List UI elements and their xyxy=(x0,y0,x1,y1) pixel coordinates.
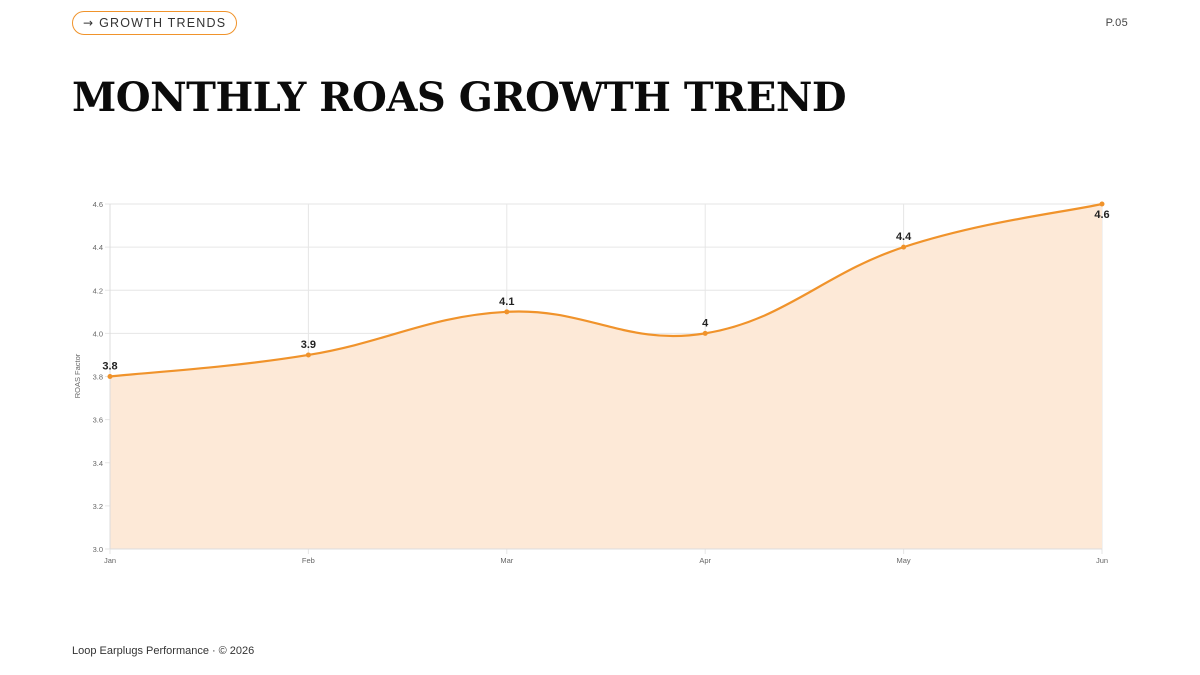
x-tick-label: Apr xyxy=(699,556,711,565)
y-tick-label: 3.6 xyxy=(93,416,103,425)
series-line xyxy=(108,202,1104,378)
page-number: P.05 xyxy=(1105,17,1128,29)
x-tick-label: Jun xyxy=(1096,556,1108,565)
y-axis-title: ROAS Factor xyxy=(73,353,82,398)
footer-copyright: © 2026 xyxy=(218,645,255,657)
footer-separator: · xyxy=(211,645,216,657)
y-tick-label: 4.4 xyxy=(93,243,103,252)
section-tag-label: GROWTH TRENDS xyxy=(99,16,227,30)
data-label: 4.6 xyxy=(1094,209,1109,221)
data-point xyxy=(1099,201,1105,207)
x-tick-label: Feb xyxy=(302,556,315,565)
data-point xyxy=(504,309,510,315)
y-tick-label: 3.2 xyxy=(93,502,103,511)
x-tick-label: May xyxy=(897,556,911,565)
footer-brand: Loop Earplugs Performance xyxy=(72,645,209,657)
data-point xyxy=(107,374,113,379)
y-tick-label: 3.0 xyxy=(93,545,103,554)
y-tick-label: 3.8 xyxy=(93,373,103,382)
data-label: 3.9 xyxy=(301,339,316,351)
data-label: 4 xyxy=(702,317,709,329)
footer: Loop Earplugs Performance · © 2026 xyxy=(72,645,254,657)
page-title: MONTHLY ROAS GROWTH TREND xyxy=(72,74,847,121)
data-point xyxy=(702,330,708,336)
y-tick-label: 3.4 xyxy=(93,459,103,468)
data-label: 3.8 xyxy=(102,361,117,373)
y-tick-label: 4.2 xyxy=(93,286,103,295)
data-point xyxy=(901,244,907,250)
series-area xyxy=(110,204,1102,549)
data-label: 4.4 xyxy=(896,231,912,243)
data-label: 4.1 xyxy=(499,296,514,308)
arrow-right-icon: → xyxy=(83,16,94,30)
y-tick-label: 4.6 xyxy=(93,200,103,209)
x-tick-label: Jan xyxy=(104,556,116,565)
y-tick-label: 4.0 xyxy=(93,329,103,338)
x-tick-label: Mar xyxy=(500,556,513,565)
section-tag: → GROWTH TRENDS xyxy=(72,11,238,35)
data-point xyxy=(305,352,311,358)
